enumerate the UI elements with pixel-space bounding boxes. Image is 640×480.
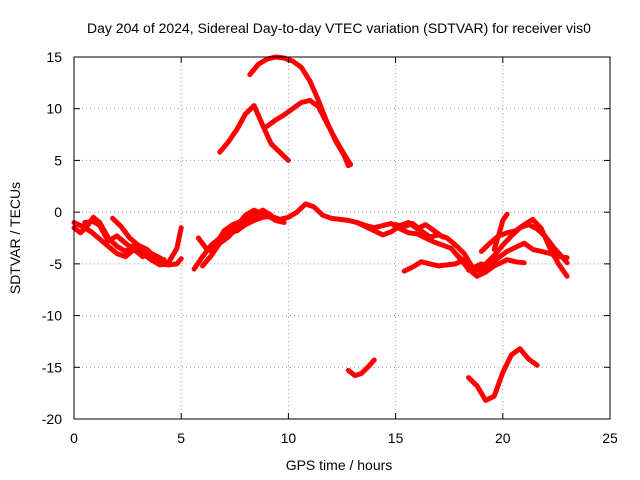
series-line-s16 [491,211,510,252]
x-tick-label: 25 [602,430,618,446]
x-tick-labels: 0 5 10 15 20 25 [70,430,618,446]
series-line-s8 [208,207,266,254]
y-tick-label: -10 [42,308,62,324]
x-tick-label: 15 [388,430,404,446]
y-axis-label: SDTVAR / TECUs [7,182,23,294]
y-tick-label: 5 [54,152,62,168]
y-tick-label: 0 [54,204,62,220]
series-line-s19 [264,97,354,168]
axis-ticks [73,56,611,420]
y-tick-labels: -20 -15 -10 -5 0 5 10 15 [42,49,62,427]
grid-lines [74,57,610,419]
series-line-s11 [393,221,484,271]
y-tick-label: -20 [42,411,62,427]
x-tick-label: 20 [495,430,511,446]
series-line-s4 [110,215,167,263]
y-tick-label: 10 [46,101,62,117]
series-line-s17 [217,103,291,163]
y-tick-label: -5 [50,256,63,272]
series-line-s20 [345,357,377,379]
series-line-s18 [247,54,351,169]
data-series [71,54,570,403]
y-tick-label: 15 [46,49,62,65]
x-tick-label: 5 [177,430,185,446]
x-axis-label: GPS time / hours [286,457,393,473]
y-tick-label: -15 [42,359,62,375]
x-tick-label: 10 [281,430,297,446]
x-tick-label: 0 [70,430,78,446]
chart-title: Day 204 of 2024, Sidereal Day-to-day VTE… [87,20,591,36]
series-line-s21 [466,346,540,403]
plot-frame [73,56,611,420]
